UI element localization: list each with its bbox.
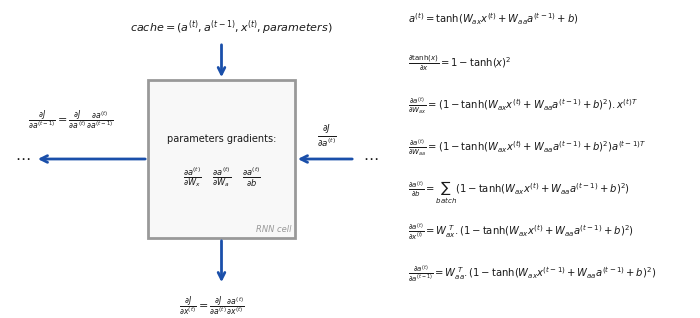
Text: $\it{cache}=(a^{(t)},a^{(t-1)},x^{(t)},\it{parameters})$: $\it{cache}=(a^{(t)},a^{(t-1)},x^{(t)},\… — [130, 19, 332, 37]
Bar — [148, 80, 295, 238]
Text: $\frac{\partial a^{(t)}}{\partial W_x} \quad \frac{\partial a^{(t)}}{\partial W_: $\frac{\partial a^{(t)}}{\partial W_x} \… — [183, 165, 260, 189]
Text: RNN cell: RNN cell — [256, 225, 291, 234]
Text: $\frac{\partial a^{(t)}}{\partial a^{(t-1)}}=W_{aa}^{\ T}.(1-\mathrm{tanh}(W_{ax: $\frac{\partial a^{(t)}}{\partial a^{(t-… — [408, 264, 656, 285]
Text: $\cdots$: $\cdots$ — [15, 150, 30, 165]
Text: $\cdots$: $\cdots$ — [363, 150, 379, 165]
Text: $\frac{\partial J}{\partial x^{(t)}}=\frac{\partial J}{\partial a^{(t)}}\frac{\p: $\frac{\partial J}{\partial x^{(t)}}=\fr… — [178, 295, 244, 318]
Text: $\frac{\partial a^{(t)}}{\partial x^{(t)}}=W_{ax}^{\ T}.(1-\mathrm{tanh}(W_{ax}x: $\frac{\partial a^{(t)}}{\partial x^{(t)… — [408, 222, 634, 243]
Text: $\frac{\partial J}{\partial a^{(t)}}$: $\frac{\partial J}{\partial a^{(t)}}$ — [317, 124, 337, 150]
Text: $\frac{\partial a^{(t)}}{\partial b}=\sum_{batch}(1-\mathrm{tanh}(W_{ax}x^{(t)}+: $\frac{\partial a^{(t)}}{\partial b}=\su… — [408, 180, 630, 206]
Text: parameters gradients:: parameters gradients: — [167, 134, 276, 144]
Text: $\frac{\partial J}{\partial a^{(t-1)}}=\frac{\partial J}{\partial a^{(t)}}\frac{: $\frac{\partial J}{\partial a^{(t-1)}}=\… — [28, 109, 114, 133]
Text: $a^{(t)}=\mathrm{tanh}(W_{ax}x^{(t)}+W_{aa}a^{(t-1)}+b)$: $a^{(t)}=\mathrm{tanh}(W_{ax}x^{(t)}+W_{… — [408, 12, 578, 27]
Text: $\frac{\partial a^{(t)}}{\partial W_{aa}}=(1-\mathrm{tanh}(W_{ax}x^{(t)}+W_{aa}a: $\frac{\partial a^{(t)}}{\partial W_{aa}… — [408, 138, 646, 159]
Text: $\frac{\partial a^{(t)}}{\partial W_{ax}}=(1-\mathrm{tanh}(W_{ax}x^{(t)}+W_{aa}a: $\frac{\partial a^{(t)}}{\partial W_{ax}… — [408, 96, 638, 117]
Text: $\frac{\partial\mathrm{tanh}(x)}{\partial x}=1-\mathrm{tanh}(x)^2$: $\frac{\partial\mathrm{tanh}(x)}{\partia… — [408, 54, 512, 73]
